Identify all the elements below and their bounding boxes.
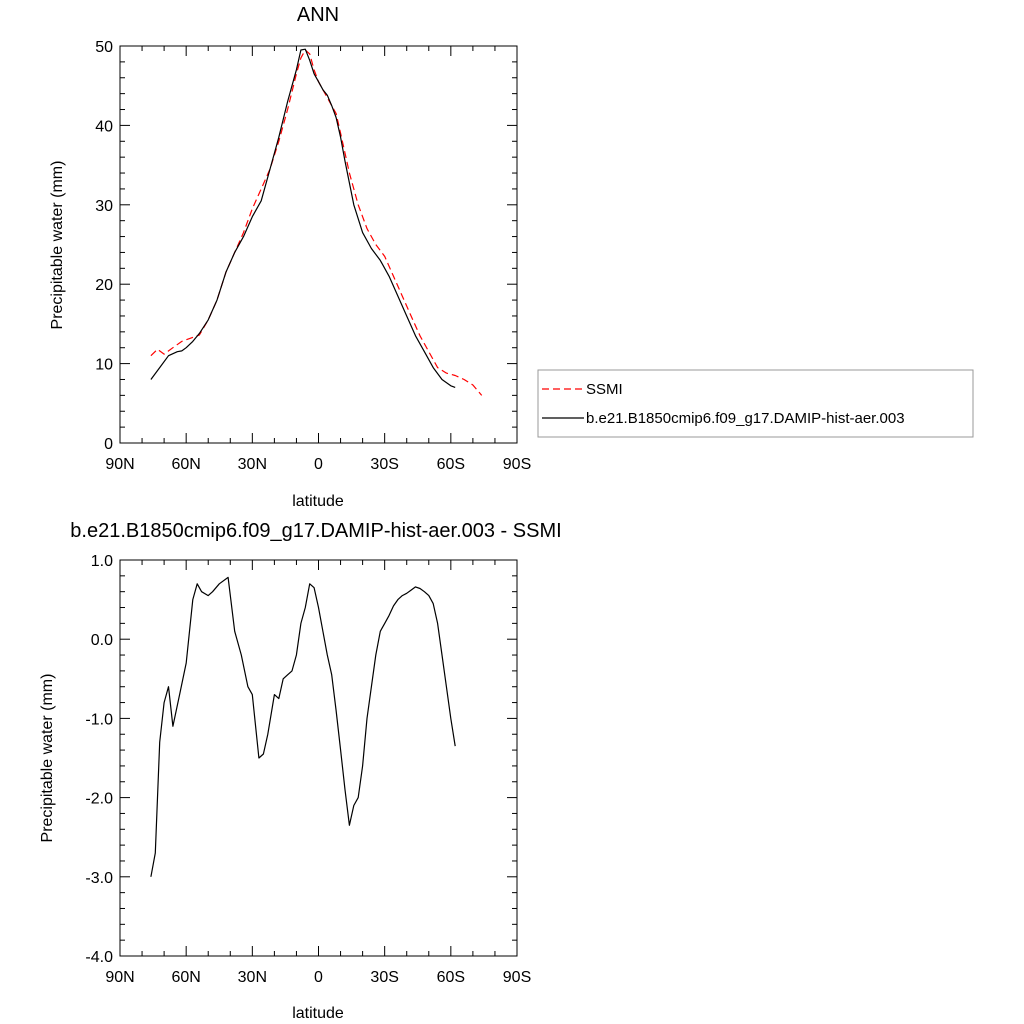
y-tick-label-bottom: -3.0 [85, 870, 113, 887]
ticks-top: 90N 60N 30N 0 30S 60S 90S 0 10 20 30 40 50 [95, 39, 531, 473]
x-tick-label-top: 30N [238, 456, 267, 473]
panel-top: ANN 90N 60N 30N 0 30S 60S 90S 0 10 20 30 40 50 latit… [49, 4, 531, 510]
y-tick-label-top: 0 [104, 436, 113, 453]
y-tick-label-top: 40 [95, 118, 113, 135]
x-tick-label-bottom: 90S [503, 969, 531, 986]
plot-frame-top [119, 45, 518, 444]
x-tick-label-top: 90N [105, 456, 134, 473]
chart-title-bottom: b.e21.B1850cmip6.f09_g17.DAMIP-hist-aer.… [70, 520, 561, 542]
y-tick-label-bottom: 1.0 [91, 553, 113, 570]
x-tick-label-bottom: 90N [105, 969, 134, 986]
y-axis-label-top: Precipitable water (mm) [49, 161, 66, 330]
x-tick-label-bottom: 60S [437, 969, 465, 986]
x-tick-label-bottom: 0 [314, 969, 323, 986]
chart-title-top: ANN [297, 4, 339, 26]
x-axis-label-top: latitude [292, 493, 344, 510]
y-tick-label-bottom: -4.0 [85, 949, 113, 966]
x-tick-label-bottom: 30S [370, 969, 398, 986]
series-line-top-ssmi [150, 49, 483, 396]
legend-label-model: b.e21.B1850cmip6.f09_g17.DAMIP-hist-aer.… [586, 410, 905, 427]
x-tick-label-top: 60N [171, 456, 200, 473]
x-tick-label-bottom: 60N [171, 969, 200, 986]
series-line-bottom-difference [150, 576, 456, 877]
y-tick-label-bottom: 0.0 [91, 632, 113, 649]
ticks-bottom: 90N 60N 30N 0 30S 60S 90S -4.0 -3.0 -2.0 -1.0 0.0 1.… [85, 553, 531, 986]
x-tick-label-top: 0 [314, 456, 323, 473]
x-tick-label-top: 60S [437, 456, 465, 473]
y-tick-label-top: 30 [95, 198, 113, 215]
y-tick-label-top: 10 [95, 357, 113, 374]
legend-box [537, 369, 974, 438]
legend: SSMI b.e21.B1850cmip6.f09_g17.DAMIP-hist… [537, 369, 974, 438]
x-tick-label-bottom: 30N [238, 969, 267, 986]
plot-frame-bottom [119, 559, 518, 957]
y-tick-label-bottom: -1.0 [85, 711, 113, 728]
legend-label-ssmi: SSMI [586, 381, 623, 398]
x-tick-label-top: 30S [370, 456, 398, 473]
x-tick-label-top: 90S [503, 456, 531, 473]
lines-bottom [150, 576, 456, 877]
y-tick-label-top: 20 [95, 277, 113, 294]
y-axis-label-bottom: Precipitable water (mm) [39, 674, 56, 843]
series-line-top-model [150, 48, 456, 388]
y-tick-label-bottom: -2.0 [85, 791, 113, 808]
y-tick-label-top: 50 [95, 39, 113, 56]
lines-top [150, 48, 483, 396]
panel-bottom: b.e21.B1850cmip6.f09_g17.DAMIP-hist-aer.… [39, 520, 562, 1022]
x-axis-label-bottom: latitude [292, 1005, 344, 1022]
